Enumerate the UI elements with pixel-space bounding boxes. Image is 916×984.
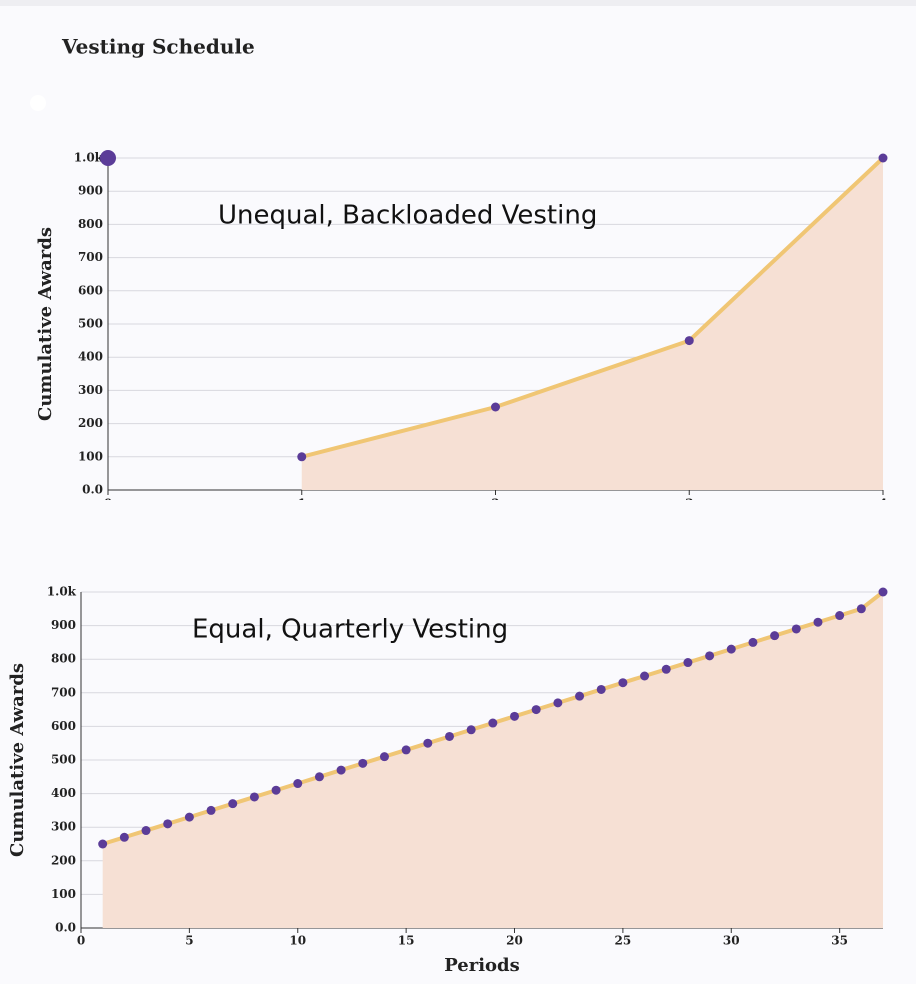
point [640,671,650,681]
point [705,651,715,661]
y-tick-label: 700 [78,250,103,264]
point [206,805,216,815]
y-tick-label: 100 [51,887,76,901]
y-tick-label: 200 [51,853,76,867]
y-tick-label: 0.0 [55,921,76,935]
point [423,738,433,748]
point [491,402,500,412]
page-title: Vesting Schedule [61,35,255,59]
point [878,587,888,597]
x-tick-label: 4 [879,497,887,511]
x-tick-label: 5 [185,934,193,948]
point [770,631,780,641]
point [228,799,238,809]
x-tick-label: 0 [77,934,85,948]
chart-2: 0.0 100 200 300 400 500 600 700 800 900 1.0k 0 5 10 15… [7,585,888,976]
y-tick-label: 500 [78,317,103,331]
y-tick-label: 800 [51,652,76,666]
point [575,691,585,701]
y-tick-label: 1.0k [47,585,77,599]
point [293,779,303,789]
point [119,832,129,842]
point [141,826,151,836]
x-tick-label: 3 [685,497,693,511]
x-tick-label: 20 [506,934,523,948]
point [553,698,563,708]
point [726,644,736,654]
point [336,765,346,775]
y-tick-label: 400 [78,350,103,364]
y-tick-label: 300 [78,383,103,397]
top-bar [0,0,916,6]
x-tick-label: 0 [104,497,112,511]
line [301,156,885,459]
y-tick-label: 700 [51,685,76,699]
point [379,752,389,762]
point [878,153,888,163]
x-tick-label: 35 [831,934,848,948]
point [249,792,259,802]
point [488,718,498,728]
y-tick-label: 1.0k [74,151,104,165]
point [466,725,476,735]
point [163,819,173,829]
point [748,637,758,647]
annotation: Unequal, Backloaded Vesting [218,201,597,231]
point [684,336,694,346]
y-tick-label: 100 [78,449,103,463]
point [510,711,520,721]
point [683,658,693,668]
y-tick-label: 300 [51,820,76,834]
point [813,617,823,627]
y-axis-label: Cumulative Awards [7,663,28,857]
y-tick-label: 900 [51,618,76,632]
y-axis-label: Cumulative Awards [35,227,56,421]
point [618,678,628,688]
y-tick-label: 400 [51,786,76,800]
x-tick-label: 15 [398,934,415,948]
y-tick-label: 600 [78,283,103,297]
x-tick-label: 1 [298,497,306,511]
point [297,452,307,462]
point [835,611,845,621]
x-tick-label: 2 [491,497,499,511]
area [301,158,883,490]
point [596,684,606,694]
point [314,772,324,782]
point [791,624,801,634]
point [358,758,368,768]
annotation: Equal, Quarterly Vesting [192,615,508,645]
x-axis-label: Periods [444,955,520,976]
point [856,604,866,614]
point [444,731,454,741]
y-tick-label: 800 [78,217,103,231]
point [531,705,541,715]
handle [100,150,116,166]
chart-1: 0.0 100 200 300 400 500 600 700 800 900 1.0k 0 1 2 3 4 U… [35,150,888,511]
point [401,745,411,755]
y-tick-label: 200 [78,416,103,430]
x-tick-label: 10 [289,934,306,948]
point [271,785,281,795]
point [98,839,108,849]
x-tick-label: 30 [723,934,740,948]
toggle-dot[interactable] [30,95,46,111]
point [184,812,194,822]
point [661,664,671,674]
y-tick-label: 900 [78,184,103,198]
y-tick-label: 500 [51,753,76,767]
y-tick-label: 600 [51,719,76,733]
y-tick-label: 0.0 [82,483,103,497]
area [102,592,884,928]
x-tick-label: 25 [615,934,632,948]
